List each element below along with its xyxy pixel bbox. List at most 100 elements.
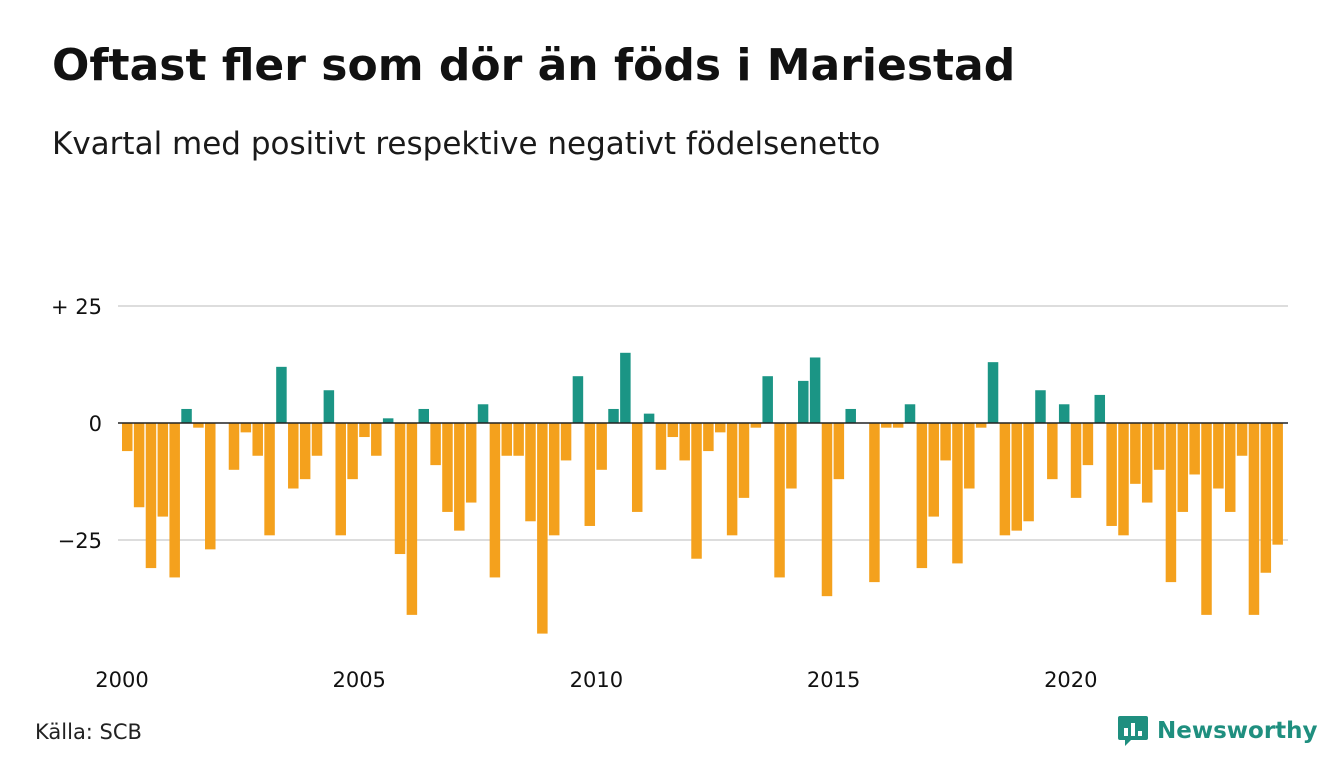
- bar-positive: [620, 352, 631, 423]
- bar-chart-speech-bubble-icon: [1118, 716, 1148, 746]
- bar-positive: [1035, 390, 1046, 423]
- bar-negative: [513, 423, 524, 456]
- bar-negative: [821, 423, 833, 597]
- bar-negative: [1201, 423, 1212, 615]
- bar-negative: [964, 423, 975, 489]
- bar-positive: [418, 408, 429, 423]
- x-axis-labels: 2000 2005 2010 2015 2020: [95, 668, 1097, 692]
- bar-negative: [1189, 423, 1200, 475]
- bar-negative: [489, 423, 501, 578]
- bar-negative: [631, 423, 643, 512]
- bar-negative: [1153, 423, 1165, 470]
- bar-negative: [952, 423, 963, 564]
- bar-negative: [359, 423, 370, 438]
- bar-negative: [193, 423, 204, 428]
- chart-title: Oftast fler som dör än föds i Mariestad: [52, 40, 1016, 91]
- bar-negative: [394, 423, 406, 555]
- bar-negative: [738, 423, 750, 498]
- bar-negative: [205, 423, 216, 550]
- bar-negative: [299, 423, 311, 480]
- bar-positive: [987, 362, 999, 423]
- bar-negative: [881, 423, 892, 428]
- bar-negative: [288, 423, 299, 489]
- bar-negative: [454, 423, 465, 531]
- bar-negative: [1213, 423, 1224, 489]
- bar-negative: [999, 423, 1011, 536]
- bar-negative: [1082, 423, 1094, 466]
- bar-negative: [157, 423, 169, 517]
- y-tick-label: −25: [58, 529, 102, 553]
- bar-negative: [465, 423, 477, 503]
- bar-negative: [145, 423, 157, 569]
- bar-negative: [252, 423, 263, 456]
- bar-negative: [406, 423, 418, 615]
- bar-positive: [809, 357, 821, 423]
- bar-positive: [572, 376, 584, 423]
- bar-positive: [798, 380, 809, 423]
- bar-negative: [1260, 423, 1272, 573]
- bar-positive: [323, 390, 335, 423]
- bar-negative: [596, 423, 607, 470]
- bar-negative: [1141, 423, 1153, 503]
- bar-negative: [715, 423, 726, 433]
- bar-negative: [347, 423, 358, 480]
- bar-positive: [904, 404, 916, 423]
- brand-logo[interactable]: Newsworthy: [1117, 714, 1318, 748]
- bar-negative: [371, 423, 382, 456]
- bar-negative: [1106, 423, 1117, 526]
- bar-positive: [1058, 404, 1070, 423]
- bar-positive: [276, 366, 287, 423]
- source-note: Källa: SCB: [35, 720, 142, 744]
- bar-negative: [1118, 423, 1129, 536]
- brand-name: Newsworthy: [1157, 718, 1318, 744]
- bar-negative: [264, 423, 275, 536]
- bar-negative: [1248, 423, 1260, 615]
- bar-negative: [1011, 423, 1022, 531]
- bar-negative: [1130, 423, 1141, 484]
- bar-negative: [750, 423, 762, 428]
- bar-positive: [762, 376, 773, 423]
- bar-negative: [430, 423, 441, 466]
- bar-positive: [608, 408, 619, 423]
- bar-negative: [1047, 423, 1058, 480]
- bar-negative: [691, 423, 702, 559]
- bars-layer: [122, 352, 1283, 634]
- bar-negative: [928, 423, 939, 517]
- bar-positive: [1094, 394, 1106, 423]
- bar-negative: [122, 423, 133, 452]
- y-axis-labels: + 25 0 −25: [51, 295, 102, 553]
- bar-negative: [169, 423, 180, 578]
- bar-positive: [845, 408, 856, 423]
- bar-positive: [181, 408, 192, 423]
- bar-negative: [1165, 423, 1177, 583]
- x-tick-label: 2000: [95, 668, 148, 692]
- grid-layer: [118, 305, 1288, 541]
- bar-negative: [916, 423, 928, 569]
- y-tick-label: + 25: [51, 295, 102, 319]
- bar-positive: [477, 404, 489, 423]
- x-tick-label: 2010: [570, 668, 623, 692]
- bar-negative: [679, 423, 690, 461]
- bar-negative: [1224, 423, 1236, 512]
- bar-negative: [726, 423, 738, 536]
- x-tick-label: 2015: [807, 668, 860, 692]
- bar-negative: [240, 423, 252, 433]
- bar-negative: [442, 423, 453, 512]
- chart-subtitle: Kvartal med positivt respektive negativt…: [52, 126, 881, 162]
- bar-negative: [311, 423, 323, 456]
- x-tick-label: 2005: [332, 668, 385, 692]
- bar-negative: [537, 423, 548, 634]
- y-tick-label: 0: [89, 412, 102, 436]
- bar-negative: [703, 423, 714, 452]
- bar-negative: [1070, 423, 1082, 498]
- bar-negative: [501, 423, 513, 456]
- bar-negative: [786, 423, 797, 489]
- bar-negative: [975, 423, 987, 428]
- bar-negative: [869, 423, 880, 583]
- bar-negative: [655, 423, 667, 470]
- bar-positive: [382, 418, 394, 423]
- bar-positive: [643, 413, 655, 423]
- bar-negative: [133, 423, 145, 508]
- bar-negative: [525, 423, 536, 522]
